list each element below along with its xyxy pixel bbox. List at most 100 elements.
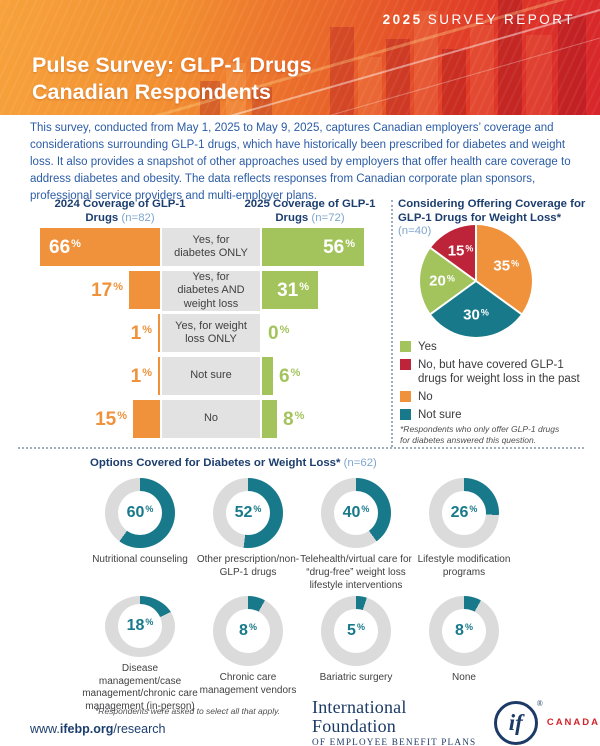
bar-rows: 66% Yes, for diabetes ONLY 56% 17% Yes, for … [20,228,388,438]
bar-value-label: 66% [49,236,81,258]
donut-center: 18% [118,604,162,649]
donut-item: 40% Telehealth/virtual care for “drug-fre… [298,478,414,596]
legend-item: Yes [400,340,588,354]
donut-chart: 40% [321,478,391,548]
bar-category-label: Yes, for weight loss ONLY [162,314,260,352]
donut-label: None [452,672,476,683]
bar-value-label: 15% [95,408,127,430]
url-domain: ifebp.org [59,722,114,736]
donut-center: 5% [334,609,378,653]
legend-swatch [400,391,411,402]
bar-cell-2024: 66% [20,228,160,266]
bar-cell-2025: 6% [262,357,388,395]
legend-item: No, but have covered GLP-1 drugs for wei… [400,358,588,386]
series-2024-name: 2024 Coverage of GLP-1 Drugs [54,198,186,224]
donut-center: 60% [118,491,162,535]
legend-swatch [400,359,411,370]
url-prefix: www. [30,722,60,736]
donut-chart: 5% [321,596,391,666]
bar-row: 1% Not sure 6% [20,357,388,395]
legend-item: Not sure [400,408,588,422]
legend-label: Yes [418,341,437,353]
bar-2024 [158,357,160,395]
considering-pie-section: Considering Offering Coverage for GLP-1 … [398,198,590,448]
header-banner: 2025 SURVEY REPORT Pulse Survey: GLP-1 Dr… [0,0,600,115]
donut-value-label: 18% [126,617,154,635]
donut-label: Nutritional counseling [92,554,188,565]
donut-center: 40% [334,491,378,535]
bar-value-label: 17% [91,279,123,301]
coverage-bar-chart: 2024 Coverage of GLP-1 Drugs (n=82) 2025… [20,198,388,438]
pie-chart: 35% 30% 20% 15% [420,225,532,337]
bar-value-label: 0% [268,322,290,344]
donut-item: 18% Disease management/case management/ch… [82,596,198,714]
bar-row: 17% Yes, for diabetes AND weight loss 31% [20,271,388,312]
donut-item: 8% Chronic care management vendors [190,596,306,714]
donut-center: 8% [226,609,270,653]
decorative-bar [386,39,410,115]
donut-section-title: Options Covered for Diabetes or Weight L… [90,457,377,469]
bar-value-label: 1% [130,365,152,387]
donut-value-label: 8% [455,622,473,639]
donut-chart: 18% [105,596,175,657]
donut-label: Disease management/case management/chron… [82,662,198,713]
legend-swatch [400,341,411,352]
donut-value-label: 8% [239,622,257,639]
bar-row: 66% Yes, for diabetes ONLY 56% [20,228,388,266]
donut-label: Telehealth/virtual care for “drug-free” … [300,554,412,591]
bar-2024 [129,271,160,309]
donut-item: 60% Nutritional counseling [82,478,198,596]
if-logo-icon: if ® [493,699,543,745]
decorative-bar [358,57,382,115]
donut-chart: 8% [213,596,283,666]
donut-item: 5% Bariatric surgery [298,596,414,714]
footer-url[interactable]: www.ifebp.org/research [30,722,165,736]
pie-title: Considering Offering Coverage for GLP-1 … [398,198,590,239]
pie-title-text: Considering Offering Coverage for GLP-1 … [398,198,586,224]
pie-legend: Yes No, but have covered GLP-1 drugs for … [400,340,588,422]
bar-2025 [262,400,277,438]
url-path: /research [113,722,166,736]
series-2025-name: 2025 Coverage of GLP-1 Drugs [244,198,376,224]
donut-item: 26% Lifestyle modification programs [406,478,522,596]
report-label: 2025 SURVEY REPORT [383,12,575,27]
legend-label: Not sure [418,409,462,421]
pie-slice-label: 15% [447,242,474,260]
donut-chart: 52% [213,478,283,548]
bar-chart-2024-header: 2024 Coverage of GLP-1 Drugs (n=82) [45,198,195,225]
bar-category-label: Not sure [162,357,260,395]
bar-category-label: Yes, for diabetes AND weight loss [162,271,260,312]
report-label-text: SURVEY REPORT [427,12,575,27]
donut-item: 8% None [406,596,522,714]
bar-value-label: 8% [283,408,305,430]
org-name: International Foundation [312,697,407,736]
registered-mark: ® [536,698,543,708]
bar-row: 1% Yes, for weight loss ONLY 0% [20,314,388,352]
donut-chart: 8% [429,596,499,666]
org-subtitle: OF EMPLOYEE BENEFIT PLANS [312,737,477,746]
decorative-bar [330,27,354,115]
donut-value-label: 26% [450,504,478,521]
bar-category-label: Yes, for diabetes ONLY [162,228,260,266]
bar-value-label: 31% [277,279,309,301]
horizontal-divider [18,447,584,449]
report-year: 2025 [382,12,423,27]
donut-center: 52% [226,491,270,535]
if-logo-letters: if [508,709,523,735]
decorative-bar [470,25,494,115]
bar-cell-2025: 8% [262,400,388,438]
bar-2025: 31% [262,271,318,309]
donut-label: Bariatric surgery [319,672,393,683]
series-2025-n: (n=72) [311,211,345,224]
donut-label: Chronic care management vendors [199,672,297,696]
decorative-bar [442,49,466,115]
donut-value-label: 52% [234,504,262,521]
series-2024-n: (n=82) [121,211,155,224]
donut-chart: 26% [429,478,499,548]
pie-footnote: *Respondents who only offer GLP-1 drugs … [400,424,560,446]
legend-swatch [400,409,411,420]
donut-value-label: 60% [126,504,154,521]
donut-label: Other prescription/non-GLP-1 drugs [196,554,300,578]
donut-chart: 60% [105,478,175,548]
